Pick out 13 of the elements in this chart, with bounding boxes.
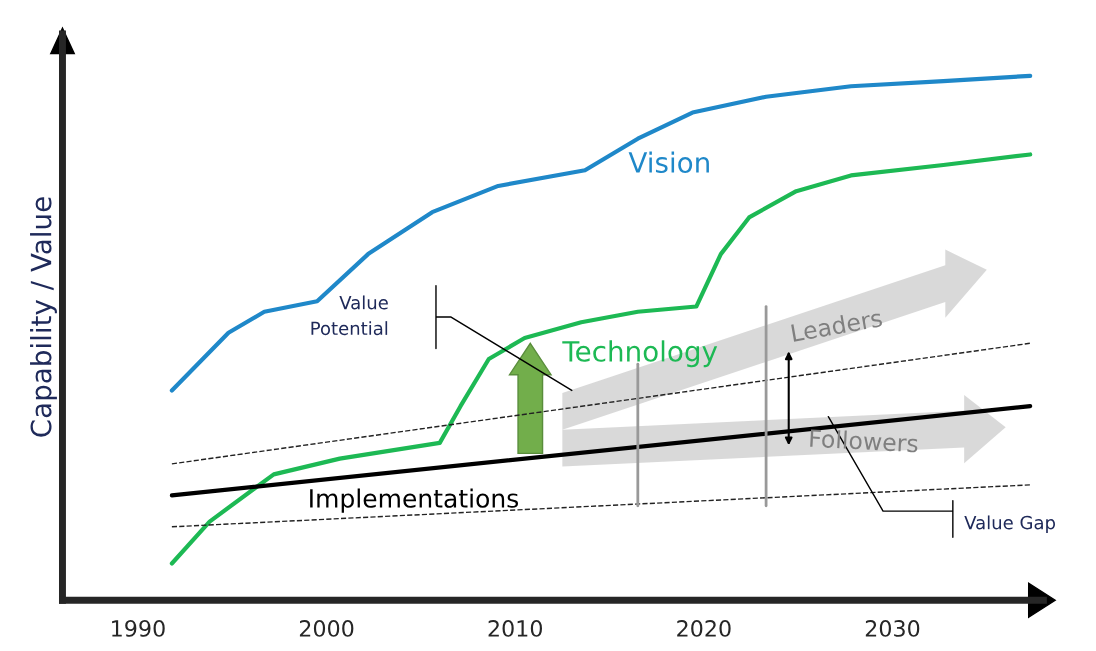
x-tick-label: 1990	[112, 620, 165, 637]
annotation: Value Gap	[964, 515, 1056, 533]
series-label: Implementations	[310, 488, 519, 513]
y-axis-title: Capability / Value	[30, 197, 57, 437]
x-tick-label: 2030	[865, 620, 920, 637]
x-tick-label: 2010	[488, 620, 543, 637]
series-label: Technology	[562, 340, 718, 368]
annotation: Value Potential	[311, 295, 388, 336]
series-label: Vision	[628, 151, 709, 174]
annotation: Leaders	[791, 308, 883, 342]
x-tick-label: 2000	[299, 620, 354, 637]
x-tick-label: 2020	[677, 620, 731, 637]
annotation: Followers	[810, 428, 919, 453]
